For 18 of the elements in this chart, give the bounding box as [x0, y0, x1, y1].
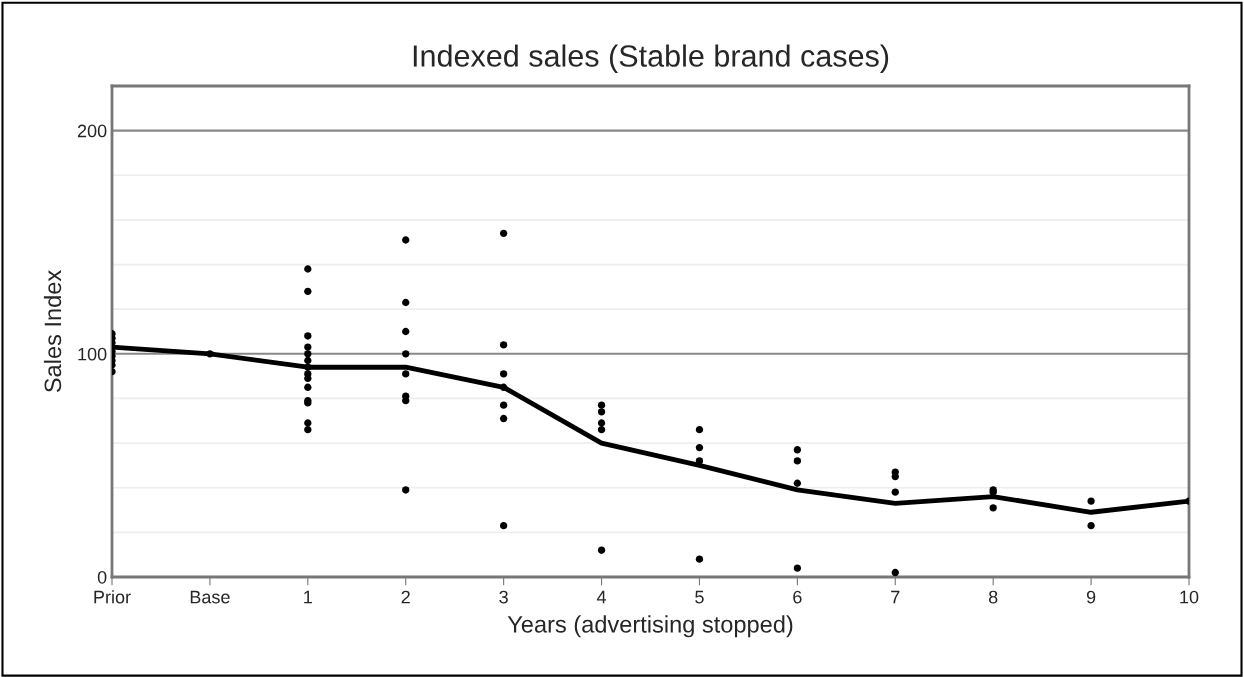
x-axis-title: Years (advertising stopped) — [507, 615, 793, 638]
x-tick-label: 6 — [793, 590, 802, 604]
x-tick-label: 4 — [596, 590, 607, 604]
chart-title: Indexed sales (Stable brand cases) — [413, 44, 889, 73]
x-tick-label: 9 — [1086, 590, 1096, 604]
x-tick-label: 5 — [695, 590, 704, 604]
y-axis-title: Sales Index — [43, 270, 62, 393]
x-tick-label: 8 — [988, 590, 998, 604]
x-tick-label: 3 — [499, 590, 508, 604]
x-tick-label: 7 — [891, 590, 900, 604]
x-tick-label: Prior — [94, 590, 131, 604]
x-tick-label: Base — [190, 590, 230, 604]
y-tick-label: 0 — [97, 570, 107, 584]
x-tick-label: 1 — [304, 590, 312, 604]
x-tick-label: 2 — [401, 590, 410, 604]
x-tick-label: 10 — [1180, 590, 1199, 604]
y-tick-label: 200 — [77, 124, 107, 138]
y-tick-label: 100 — [78, 347, 107, 361]
